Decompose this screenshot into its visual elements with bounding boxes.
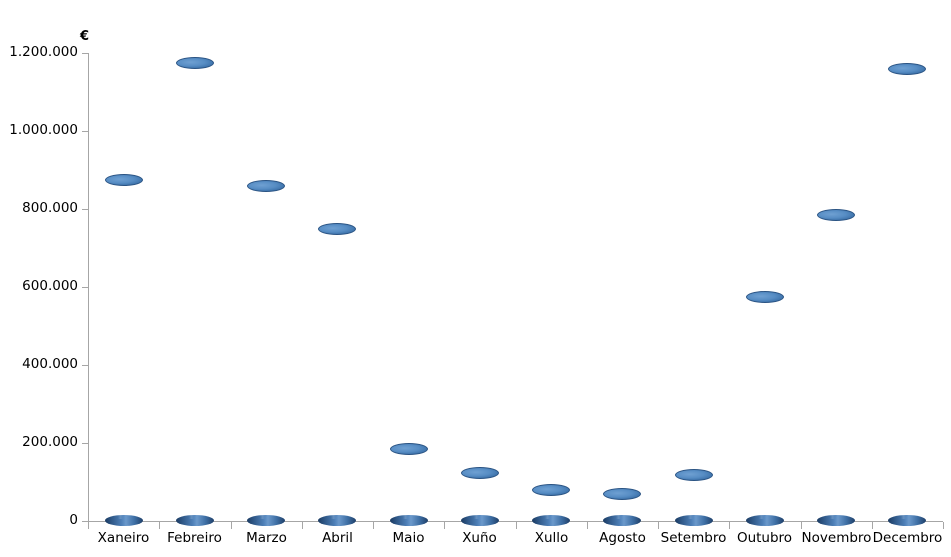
bar-top-cap <box>318 223 356 235</box>
bar[interactable] <box>461 467 499 526</box>
bar-bottom-cap <box>318 515 356 527</box>
y-axis-tick-label: 800.000 <box>22 200 78 216</box>
bar[interactable] <box>390 443 428 526</box>
y-axis-tick <box>82 365 89 366</box>
bar-bottom-cap <box>888 515 926 527</box>
x-axis-tick <box>302 522 303 529</box>
x-axis-category-label: Xuño <box>462 530 497 546</box>
bar-body <box>390 449 428 521</box>
x-axis-tick <box>231 522 232 529</box>
x-axis-tick <box>88 522 89 529</box>
bar[interactable] <box>532 484 570 527</box>
x-axis-tick <box>943 522 944 529</box>
bar-body <box>176 63 214 521</box>
bar-bottom-cap <box>817 515 855 526</box>
bar-bottom-cap <box>675 514 713 526</box>
bar-bottom-cap <box>176 515 214 527</box>
bar-top-cap <box>675 469 713 481</box>
bar-top-cap <box>176 57 214 69</box>
bar-body <box>746 297 784 521</box>
bar[interactable] <box>105 174 143 527</box>
x-axis-tick <box>373 522 374 529</box>
bar-bottom-cap <box>461 514 499 526</box>
bar[interactable] <box>318 223 356 527</box>
y-axis-tick <box>82 53 89 54</box>
x-axis-tick <box>444 522 445 529</box>
y-axis-unit-label: € <box>80 29 90 44</box>
bar-top-cap <box>603 488 641 500</box>
bar[interactable] <box>603 488 641 527</box>
x-axis-tick <box>729 522 730 529</box>
bar[interactable] <box>817 209 855 526</box>
bar-bottom-cap <box>532 515 570 527</box>
bar-body <box>675 475 713 521</box>
y-axis-tick-label: 0 <box>69 512 78 528</box>
y-axis-tick-label: 400.000 <box>22 356 78 372</box>
x-axis-tick <box>658 522 659 529</box>
x-axis-category-label: Marzo <box>246 530 287 546</box>
y-axis-tick-label: 200.000 <box>22 434 78 450</box>
x-axis-category-label: Setembro <box>660 530 727 546</box>
y-axis-tick <box>82 287 89 288</box>
bar-top-cap <box>247 180 285 192</box>
bar-top-cap <box>461 467 499 479</box>
bar-top-cap <box>105 174 143 186</box>
bar-top-cap <box>817 209 855 221</box>
x-axis-tick <box>801 522 802 529</box>
bar-bottom-cap <box>390 515 428 526</box>
bar-body <box>888 69 926 521</box>
bar-body <box>817 215 855 521</box>
bar[interactable] <box>888 63 926 527</box>
x-axis-category-label: Decembro <box>872 530 943 546</box>
x-axis-tick <box>872 522 873 529</box>
bar-bottom-cap <box>746 515 784 527</box>
bar-top-cap <box>746 291 784 303</box>
x-axis-category-label: Xaneiro <box>97 530 150 546</box>
x-axis-category-label: Outubro <box>736 530 793 546</box>
y-axis-tick <box>82 521 89 522</box>
bar[interactable] <box>247 180 285 527</box>
bar[interactable] <box>675 469 713 526</box>
x-axis-category-label: Maio <box>392 530 425 546</box>
bar-body <box>461 473 499 521</box>
x-axis-category-label: Febreiro <box>167 530 222 546</box>
x-axis-tick <box>516 522 517 529</box>
y-axis-tick-label: 1.000.000 <box>9 122 78 138</box>
x-axis-category-label: Agosto <box>599 530 646 546</box>
bar-top-cap <box>532 484 570 496</box>
bar-body <box>105 180 143 521</box>
y-axis-tick-label: 600.000 <box>22 278 78 294</box>
x-axis-line <box>88 521 943 522</box>
bar-bottom-cap <box>247 515 285 527</box>
y-axis-tick-label: 1.200.000 <box>9 44 78 60</box>
bar[interactable] <box>746 291 784 527</box>
y-axis-tick <box>82 209 89 210</box>
y-axis-tick <box>82 443 89 444</box>
bar[interactable] <box>176 57 214 527</box>
bar-top-cap <box>390 443 428 455</box>
bar-body <box>318 229 356 521</box>
x-axis-category-label: Abril <box>322 530 353 546</box>
bar-top-cap <box>888 63 926 75</box>
x-axis-category-label: Novembro <box>801 530 872 546</box>
x-axis-category-label: Xullo <box>534 530 569 546</box>
x-axis-tick <box>587 522 588 529</box>
y-axis-tick <box>82 131 89 132</box>
bar-bottom-cap <box>603 515 641 527</box>
bar-body <box>247 186 285 521</box>
x-axis-tick <box>159 522 160 529</box>
bar-bottom-cap <box>105 515 143 527</box>
